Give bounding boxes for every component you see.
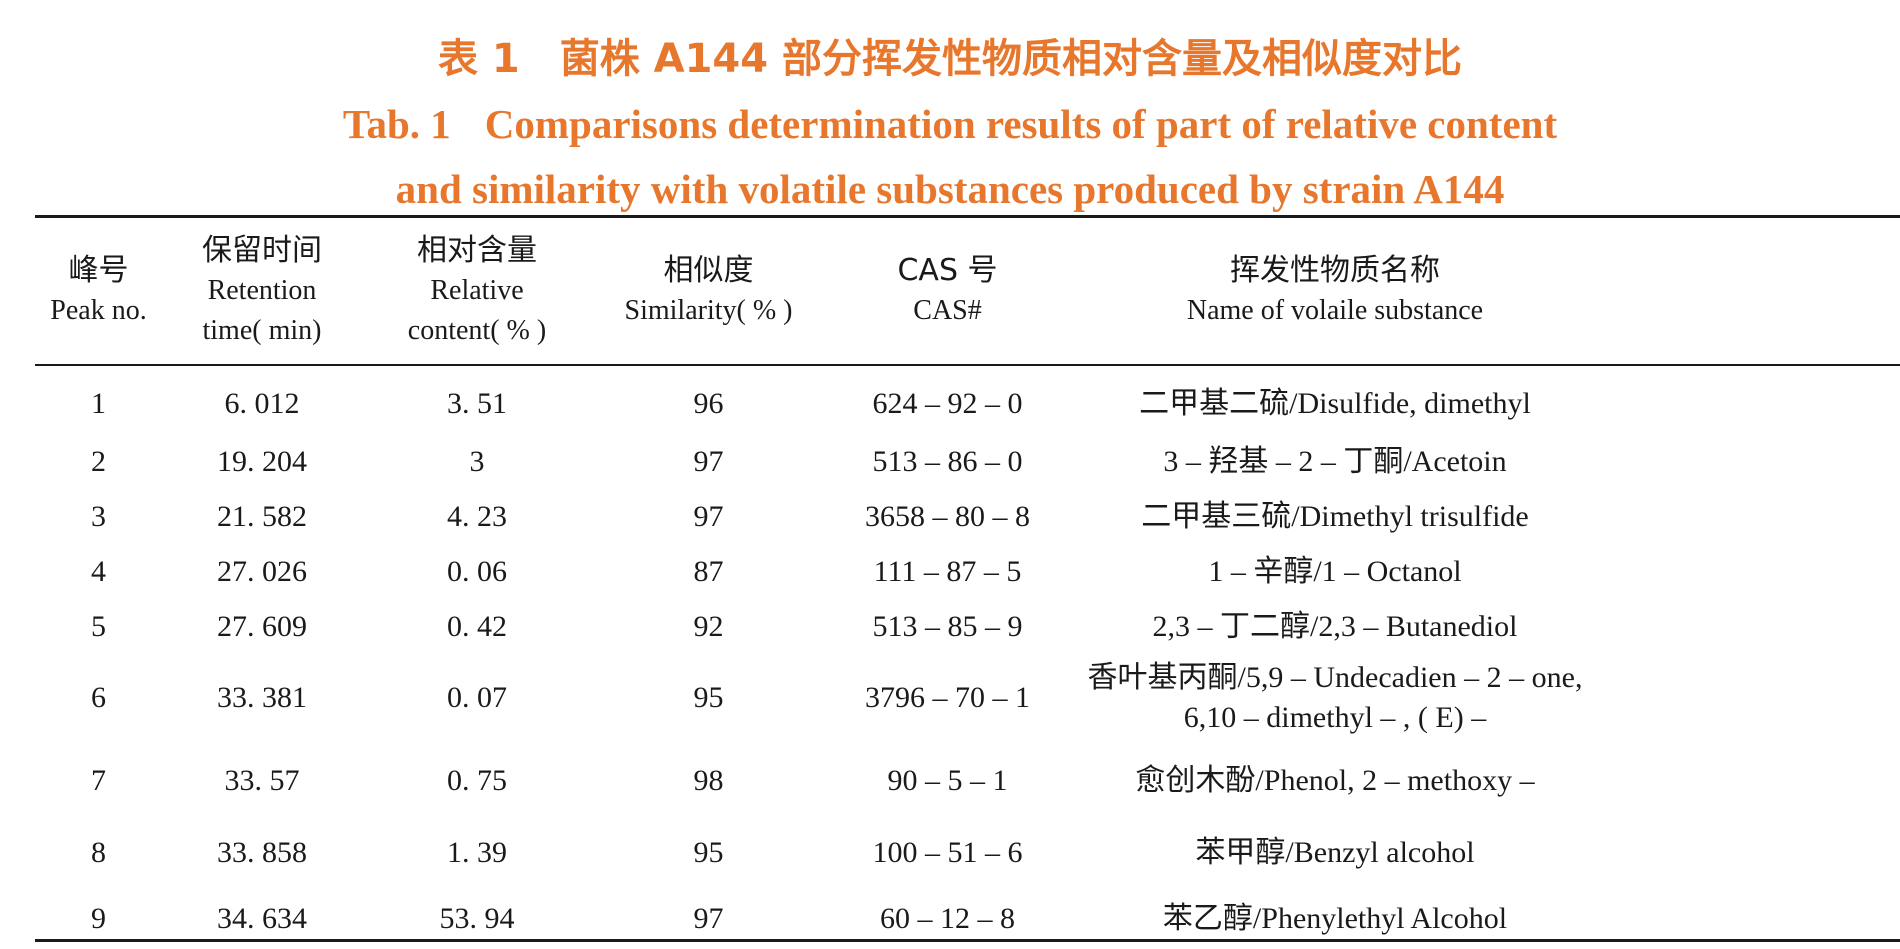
- cell-similarity: 95: [693, 835, 724, 869]
- caption-english-label: Tab. 1: [342, 101, 451, 147]
- table-row: 1 6. 012 3. 51 96 624 – 92 – 0 二甲基二硫/Dis…: [35, 364, 1900, 434]
- cell-retention-time: 6. 012: [224, 387, 300, 420]
- cell-peak: 8: [91, 835, 106, 869]
- cell-similarity: 87: [693, 554, 724, 588]
- table-bottom-rule: [35, 939, 1900, 942]
- table-row: 3 21. 582 4. 23 97 3658 – 80 – 8 二甲基三硫/D…: [35, 489, 1900, 544]
- cell-peak: 9: [91, 902, 106, 935]
- table-row: 8 33. 858 1. 39 95 100 – 51 – 6 苯甲醇/Benz…: [35, 819, 1900, 886]
- cell-similarity: 97: [693, 902, 724, 935]
- cell-cas: 3796 – 70 – 1: [865, 681, 1030, 714]
- cell-peak: 7: [91, 763, 106, 797]
- cell-peak: 3: [91, 499, 106, 533]
- cell-retention-time: 33. 381: [217, 681, 307, 714]
- cell-substance-name: 二甲基三硫/Dimethyl trisulfide: [1141, 499, 1529, 533]
- cell-substance-name: 3 – 羟基 – 2 – 丁酮/Acetoin: [1163, 444, 1507, 478]
- header-retention-time: 保留时间 Retention time( min): [202, 233, 322, 346]
- table-row: 5 27. 609 0. 42 92 513 – 85 – 9 2,3 – 丁二…: [35, 599, 1900, 654]
- cell-substance-name: 苯乙醇/Phenylethyl Alcohol: [1162, 902, 1508, 935]
- cell-relative-content: 0. 06: [447, 554, 507, 588]
- cell-cas: 60 – 12 – 8: [880, 902, 1015, 935]
- header-relative-content: 相对含量 Relative content( % ): [407, 233, 547, 346]
- cell-similarity: 97: [693, 499, 724, 533]
- cell-peak: 5: [91, 609, 106, 643]
- cell-substance-name: 香叶基丙酮/5,9 – Undecadien – 2 – one, 6,10 –…: [1070, 654, 1600, 742]
- data-table: 峰号 Peak no. 保留时间 Retention time( min) 相对…: [35, 218, 1900, 949]
- cell-peak: 6: [91, 681, 106, 714]
- header-similarity: 相似度 Similarity( % ): [624, 253, 793, 326]
- cell-cas: 100 – 51 – 6: [872, 835, 1023, 869]
- cell-retention-time: 19. 204: [217, 444, 307, 478]
- cell-similarity: 97: [693, 444, 724, 478]
- table-row: 2 19. 204 3 97 513 – 86 – 0 3 – 羟基 – 2 –…: [35, 434, 1900, 489]
- cell-cas: 3658 – 80 – 8: [865, 499, 1030, 533]
- cell-substance-name: 2,3 – 丁二醇/2,3 – Butanediol: [1152, 609, 1518, 643]
- cell-relative-content: 4. 23: [447, 499, 507, 533]
- cell-cas: 111 – 87 – 5: [873, 554, 1022, 588]
- cell-substance-name: 1 – 辛醇/1 – Octanol: [1208, 554, 1462, 588]
- cell-cas: 513 – 85 – 9: [872, 609, 1023, 643]
- caption-english-text-1: Comparisons determination results of par…: [484, 101, 1558, 147]
- table-row: 4 27. 026 0. 06 87 111 – 87 – 5 1 – 辛醇/1…: [35, 544, 1900, 599]
- cell-relative-content: 3: [469, 444, 485, 478]
- cell-relative-content: 0. 75: [447, 763, 507, 797]
- cell-relative-content: 53. 94: [439, 902, 515, 935]
- cell-retention-time: 21. 582: [217, 499, 307, 533]
- cell-relative-content: 0. 07: [447, 681, 507, 714]
- table-row: 6 33. 381 0. 07 95 3796 – 70 – 1 香叶基丙酮/5…: [35, 654, 1900, 742]
- cell-peak: 4: [91, 554, 106, 588]
- caption-chinese: 表 1 菌株 A144 部分挥发性物质相对含量及相似度对比: [0, 34, 1900, 84]
- cell-retention-time: 33. 858: [217, 835, 307, 869]
- cell-similarity: 98: [693, 763, 724, 797]
- cell-substance-name: 二甲基二硫/Disulfide, dimethyl: [1139, 387, 1531, 420]
- cell-relative-content: 0. 42: [447, 609, 507, 643]
- cell-cas: 624 – 92 – 0: [872, 387, 1023, 420]
- substance-name-line-1: 香叶基丙酮/5,9 – Undecadien – 2 – one,: [1087, 661, 1583, 694]
- table-row: 9 34. 634 53. 94 97 60 – 12 – 8 苯乙醇/Phen…: [35, 886, 1900, 949]
- table-top-rule: [35, 215, 1900, 218]
- cell-similarity: 95: [693, 681, 724, 714]
- substance-name-line-2: 6,10 – dimethyl – , ( E) –: [1183, 701, 1487, 734]
- cell-cas: 513 – 86 – 0: [872, 444, 1023, 478]
- cell-retention-time: 34. 634: [217, 902, 307, 935]
- table-header-row: 峰号 Peak no. 保留时间 Retention time( min) 相对…: [35, 218, 1900, 364]
- table-row: 7 33. 57 0. 75 98 90 – 5 – 1 愈创木酚/Phenol…: [35, 742, 1900, 819]
- caption-chinese-label: 表 1: [437, 36, 520, 82]
- cell-retention-time: 27. 026: [217, 554, 307, 588]
- caption-english-line-2: and similarity with volatile substances …: [395, 166, 1505, 212]
- cell-similarity: 92: [693, 609, 724, 643]
- cell-substance-name: 苯甲醇/Benzyl alcohol: [1195, 835, 1475, 869]
- header-peak-no: 峰号 Peak no.: [50, 253, 147, 326]
- cell-relative-content: 1. 39: [447, 835, 507, 869]
- caption-english-line-1: Tab. 1 Comparisons determination results …: [0, 99, 1900, 149]
- cell-cas: 90 – 5 – 1: [887, 763, 1008, 797]
- cell-retention-time: 33. 57: [224, 763, 300, 797]
- cell-substance-name: 愈创木酚/Phenol, 2 – methoxy –: [1135, 763, 1535, 797]
- cell-peak: 1: [91, 387, 106, 420]
- cell-relative-content: 3. 51: [447, 387, 507, 420]
- cell-peak: 2: [91, 444, 106, 478]
- header-substance-name: 挥发性物质名称 Name of volaile substance: [1186, 253, 1484, 326]
- caption-chinese-text: 菌株 A144 部分挥发性物质相对含量及相似度对比: [559, 36, 1463, 82]
- cell-similarity: 96: [693, 387, 724, 420]
- header-cas: CAS 号 CAS#: [897, 253, 998, 326]
- table-header-rule: [35, 364, 1900, 366]
- cell-retention-time: 27. 609: [217, 609, 307, 643]
